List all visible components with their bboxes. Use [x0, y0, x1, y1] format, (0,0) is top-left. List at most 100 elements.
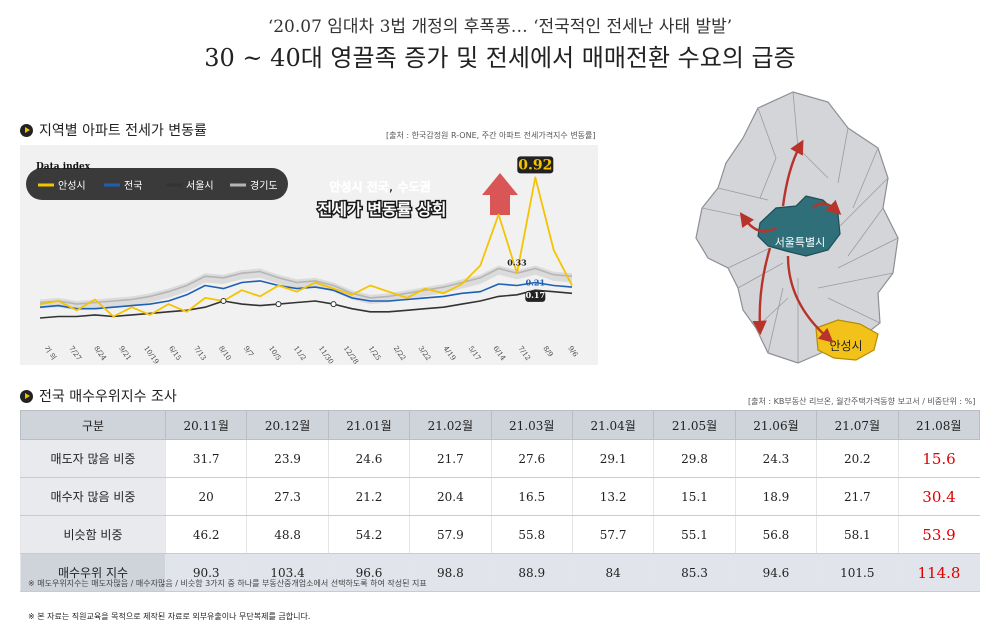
table-row: 비슷함 비중 46.2 48.8 54.2 57.9 55.8 57.7 55.1 56.8 58… — [20, 515, 980, 554]
legend-label: 서울시 — [186, 180, 214, 192]
table-cell: 53.9 — [897, 515, 980, 554]
table-header-row: 구분 20.11월 20.12월 21.01월 21.02월 21.03월 21.04월 21… — [20, 410, 981, 440]
seoul-region — [757, 195, 841, 257]
district-border — [757, 107, 777, 199]
anseong-label: 안성시 — [829, 339, 862, 353]
district-border — [847, 207, 884, 257]
callout-label: 0.21 — [526, 278, 545, 288]
table-cell: 15.1 — [653, 477, 736, 516]
district-border — [727, 247, 771, 269]
table-cell: 96.6 — [327, 553, 410, 592]
table-row: 매수우위 지수 90.3 103.4 96.6 98.8 88.9 84 85.3 94.6 10… — [20, 553, 980, 592]
table-cell: 101.5 — [816, 553, 899, 592]
table-row: 매도자 많음 비중 31.7 23.9 24.6 21.7 27.6 29.1 29.8 24.… — [20, 439, 980, 478]
row-label: 매수우위 지수 — [20, 553, 166, 592]
table-cell: 27.6 — [490, 439, 573, 478]
table-cell: 88.9 — [490, 553, 573, 592]
district-border — [767, 287, 784, 354]
table-cell: 21.7 — [409, 439, 492, 478]
table-cell: 103.4 — [246, 553, 329, 592]
legend-box — [26, 168, 288, 200]
row-label: 비슷함 비중 — [20, 515, 166, 554]
table-source: [출처 : KB부동산 리브온, 월간주택가격동향 보고서 / 비중단위 : %… — [748, 397, 976, 406]
migration-arrow — [752, 247, 772, 336]
callout-label: 0.92 — [518, 157, 552, 173]
legend-label: 안성시 — [58, 180, 86, 192]
seoul-label: 서울특별시 — [775, 236, 826, 249]
callout-label: 0.17 — [526, 290, 545, 300]
district-border — [817, 272, 894, 289]
column-header: 21.03월 — [490, 410, 573, 440]
row-label: 매수자 많음 비중 — [20, 477, 166, 516]
bullet-play-icon — [20, 123, 33, 137]
table-cell: 20.2 — [816, 439, 899, 478]
table-heading-text: 전국 매수우위지수 조사 — [39, 389, 177, 405]
table-cell: 94.6 — [734, 553, 817, 592]
column-header: 20.12월 — [246, 410, 329, 440]
district-border — [737, 262, 784, 289]
migration-arrow — [812, 199, 842, 215]
table-cell: 57.9 — [409, 515, 492, 554]
column-header: 21.02월 — [409, 410, 492, 440]
jeonse-change-rate-chart: Data index 안성시 전국 서울시 경기도 0.92 0.33 0.21 0.17 안성시… — [20, 145, 598, 365]
table-cell: 98.8 — [409, 553, 492, 592]
table-cell: 114.8 — [897, 553, 980, 592]
chart-source: [출처 : 한국감정원 R-ONE, 주간 아파트 전세가격지수 변동률] — [386, 131, 596, 140]
table-section-heading: 전국 매수우위지수 조사 — [20, 386, 177, 406]
column-header: 20.11월 — [164, 410, 248, 440]
migration-arrow — [786, 255, 834, 343]
column-header: 21.01월 — [327, 410, 411, 440]
table-cell: 20 — [164, 477, 247, 516]
table-cell: 84 — [571, 553, 654, 592]
table-cell: 54.2 — [327, 515, 410, 554]
table-cell: 24.6 — [327, 439, 410, 478]
up-arrow-icon — [482, 173, 518, 215]
table-cell: 13.2 — [571, 477, 654, 516]
column-header: 21.08월 — [897, 410, 981, 440]
series-line-0 — [39, 176, 573, 318]
page-subtitle: ‘20.07 임대차 3법 개정의 후폭풍… ‘전국적인 전세난 사태 발발’ — [267, 17, 733, 37]
table-cell: 55.8 — [490, 515, 573, 554]
table-cell: 15.6 — [897, 439, 980, 478]
series-line-2 — [39, 289, 573, 319]
series-line-3 — [39, 267, 573, 305]
footer-notice: ※ 본 자료는 직원교육을 목적으로 제작된 자료로 외부유출이나 무단복제를 … — [28, 612, 311, 621]
table-cell: 21.2 — [327, 477, 410, 516]
series-band-gyeonggi — [40, 265, 572, 311]
bullet-play-icon — [20, 389, 33, 403]
district-border — [717, 187, 769, 201]
series-marker — [220, 298, 227, 304]
callout-bg — [517, 156, 554, 174]
page-title: 30 ~ 40대 영끌족 증가 및 전세에서 매매전환 수요의 급증 — [204, 44, 796, 72]
column-header: 21.04월 — [571, 410, 655, 440]
series-marker — [330, 301, 337, 308]
table-cell: 57.7 — [571, 515, 654, 554]
district-border — [837, 237, 899, 269]
table-cell: 23.9 — [246, 439, 329, 478]
table-cell: 20.4 — [409, 477, 492, 516]
annotation-line2: 전세가 변동률 상회 — [318, 200, 447, 219]
series-marker — [275, 301, 282, 308]
table-cell: 18.9 — [734, 477, 817, 516]
table-cell: 46.2 — [164, 515, 247, 554]
district-border — [852, 147, 879, 209]
table-cell: 27.3 — [246, 477, 329, 516]
table-cell: 24.3 — [734, 439, 817, 478]
column-header: 21.07월 — [816, 410, 899, 440]
callout-bg — [525, 290, 546, 302]
table-cell: 90.3 — [164, 553, 247, 592]
data-index-label: Data index — [36, 162, 91, 172]
legend-label: 전국 — [124, 180, 142, 192]
column-header: 21.05월 — [653, 410, 736, 440]
buyer-dominance-table: 구분 20.11월 20.12월 21.01월 21.02월 21.03월 21.04월 21… — [20, 410, 981, 592]
table-cell: 29.1 — [571, 439, 654, 478]
column-header: 구분 — [20, 410, 166, 440]
table-row: 매수자 많음 비중 20 27.3 21.2 20.4 16.5 13.2 15.1 18.9 2… — [20, 477, 980, 516]
table-cell: 85.3 — [653, 553, 736, 592]
migration-arrow — [781, 139, 804, 207]
column-header: 21.06월 — [734, 410, 818, 440]
table-cell: 58.1 — [816, 515, 899, 554]
migration-arrow — [739, 212, 777, 233]
district-border — [837, 177, 889, 229]
row-label: 매도자 많음 비중 — [20, 439, 166, 478]
